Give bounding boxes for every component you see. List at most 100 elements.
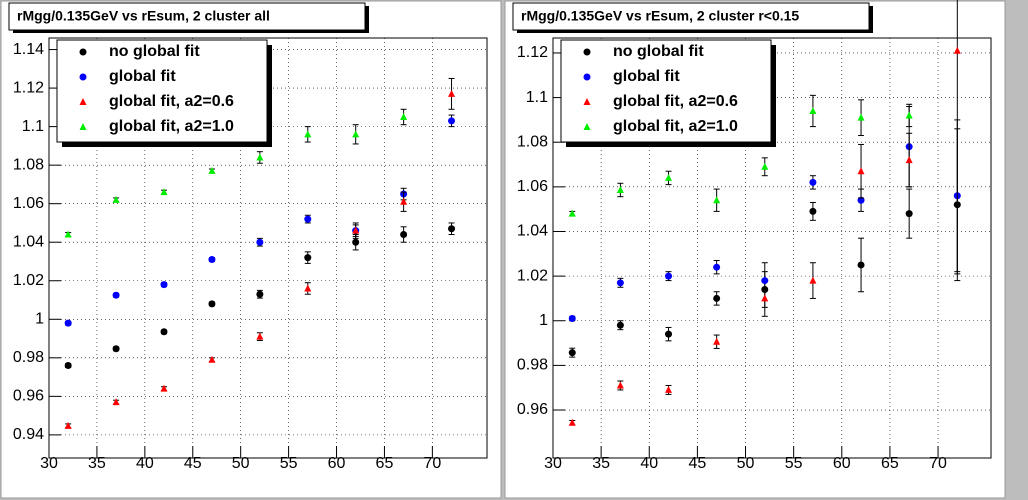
title-box [512, 2, 870, 31]
marker [112, 345, 120, 353]
plot-frame [48, 37, 488, 459]
legend-label: global fit [613, 68, 680, 85]
marker [568, 418, 576, 426]
marker [400, 231, 408, 239]
x-tick-label: 35 [88, 455, 106, 472]
y-tick-label: 1.02 [13, 272, 44, 289]
y-tick-label: 1.1 [526, 89, 548, 106]
marker [304, 130, 312, 138]
marker [160, 328, 168, 336]
chart-title: rMgg/0.135GeV vs rEsum, 2 cluster all [17, 8, 270, 24]
marker [352, 130, 360, 138]
x-tick-label: 60 [328, 455, 346, 472]
legend-label: no global fit [109, 43, 200, 60]
marker [208, 355, 216, 363]
x-tick-label: 45 [688, 455, 706, 472]
y-tick-label: 0.96 [517, 401, 548, 418]
marker [665, 272, 673, 280]
y-tick-label: 1.1 [22, 118, 44, 135]
marker [953, 46, 961, 54]
x-tick-label: 70 [423, 455, 441, 472]
marker [665, 173, 673, 181]
y-tick-label: 1.14 [13, 41, 44, 58]
marker [665, 330, 673, 338]
y-tick-label: 1.04 [13, 233, 44, 250]
legend-marker [79, 123, 87, 130]
marker [857, 113, 865, 121]
legend-label: global fit, a2=0.6 [613, 93, 738, 110]
marker [761, 294, 769, 302]
marker [112, 195, 120, 203]
x-tick-label: 55 [785, 455, 803, 472]
marker [761, 277, 769, 285]
x-tick-label: 70 [929, 455, 947, 472]
marker [448, 225, 456, 233]
marker [304, 215, 312, 223]
y-tick-label: 0.98 [517, 357, 548, 374]
marker [64, 362, 72, 370]
marker [905, 210, 913, 218]
marker [809, 106, 817, 114]
marker [64, 230, 72, 238]
marker [304, 254, 312, 262]
x-tick-label: 50 [232, 455, 250, 472]
legend-marker [583, 98, 591, 105]
marker [112, 398, 120, 406]
marker [112, 291, 120, 299]
marker [809, 178, 817, 186]
marker [208, 166, 216, 174]
x-tick-label: 60 [833, 455, 851, 472]
legend-label: global fit, a2=1.0 [109, 118, 234, 135]
y-tick-label: 0.96 [13, 388, 44, 405]
y-tick-label: 1.12 [517, 44, 548, 61]
y-tick-label: 1.08 [13, 156, 44, 173]
marker [857, 261, 865, 269]
legend-label: global fit, a2=1.0 [613, 118, 738, 135]
marker [352, 226, 360, 234]
marker [256, 238, 264, 246]
y-tick-label: 0.98 [13, 349, 44, 366]
marker [256, 290, 264, 298]
marker [905, 111, 913, 119]
marker [665, 385, 673, 393]
x-tick-label: 65 [376, 455, 394, 472]
legend-label: global fit, a2=0.6 [109, 93, 234, 110]
y-tick-label: 1.06 [517, 178, 548, 195]
marker [208, 300, 216, 308]
marker [256, 153, 264, 161]
marker [400, 197, 408, 205]
marker [64, 319, 72, 327]
marker [304, 284, 312, 292]
marker [160, 384, 168, 392]
marker [809, 276, 817, 284]
x-tick-label: 50 [737, 455, 755, 472]
x-tick-label: 30 [544, 455, 562, 472]
y-tick-label: 1.02 [517, 267, 548, 284]
marker [568, 349, 576, 357]
marker [616, 381, 624, 389]
marker [568, 209, 576, 217]
x-tick-label: 35 [592, 455, 610, 472]
legend-marker [79, 48, 87, 56]
legend-marker [583, 73, 591, 81]
marker [352, 238, 360, 246]
x-tick-label: 55 [280, 455, 298, 472]
y-tick-label: 1 [539, 312, 548, 329]
x-tick-label: 40 [136, 455, 154, 472]
y-tick-label: 1.04 [517, 223, 548, 240]
y-tick-label: 1.06 [13, 195, 44, 212]
marker [713, 337, 721, 345]
marker [568, 315, 576, 323]
marker [448, 89, 456, 97]
chart-title: rMgg/0.135GeV vs rEsum, 2 cluster r<0.15 [521, 8, 799, 24]
marker [160, 281, 168, 289]
legend-box [560, 39, 772, 143]
marker [713, 294, 721, 302]
legend-marker [79, 98, 87, 105]
y-tick-label: 1.08 [517, 133, 548, 150]
legend-marker [79, 73, 87, 81]
marker [616, 321, 624, 329]
marker [857, 167, 865, 175]
x-tick-label: 45 [184, 455, 202, 472]
legend-marker [583, 123, 591, 130]
